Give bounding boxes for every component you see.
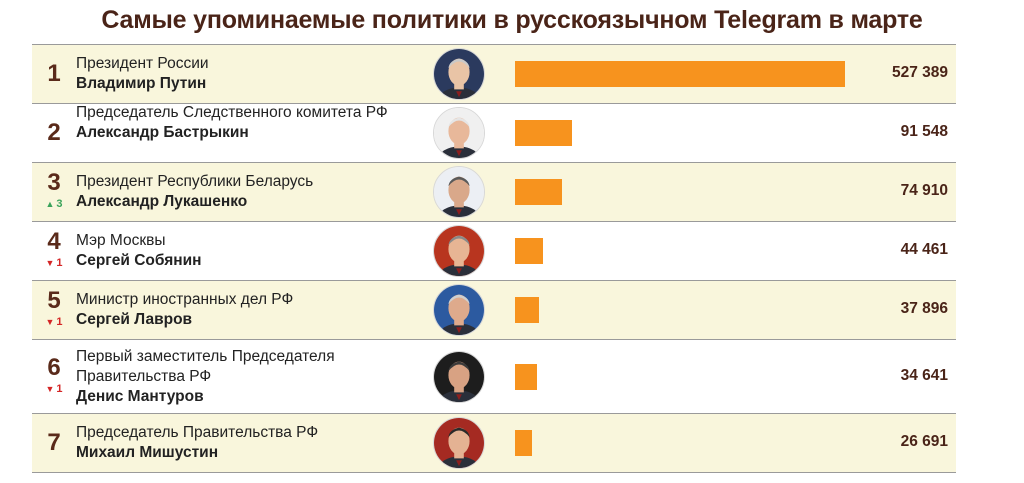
table-row: 1 Президент России Владимир Путин 527 389: [32, 45, 956, 104]
rank-cell: 5 ▼ 1: [32, 281, 76, 339]
rank-number: 6: [47, 353, 61, 381]
table-row: 4 ▼ 1 Мэр Москвы Сергей Собянин 44 461: [32, 222, 956, 281]
value-label: 34 641: [900, 366, 948, 384]
arrow-down-icon: ▼: [45, 383, 55, 394]
value-label: 44 461: [900, 241, 948, 258]
rank-number: 3: [47, 169, 61, 196]
value-bar: [515, 120, 572, 146]
rank-change-badge: ▼ 1: [32, 383, 76, 395]
politician-name: Александр Бастрыкин: [76, 124, 249, 141]
politician-role: Мэр Москвы: [76, 232, 166, 249]
portrait-photo: [433, 166, 485, 218]
rank-cell: 6 ▼ 1: [32, 340, 76, 413]
politician-name: Владимир Путин: [76, 75, 207, 92]
table-row: 2 Председатель Следственного комитета РФ …: [32, 104, 956, 163]
rank-number: 1: [47, 60, 61, 87]
politician-role: Президент Республики Беларусь: [76, 173, 314, 190]
value-bar: [515, 363, 537, 390]
rank-cell: 2: [32, 104, 76, 162]
politician-label: Председатель Следственного комитета РФ А…: [76, 103, 416, 143]
rank-change-badge: ▼ 1: [32, 257, 76, 269]
rank-change-value: 1: [56, 382, 63, 395]
portrait-photo: [433, 417, 485, 469]
value-label: 527 389: [891, 64, 948, 81]
portrait-photo: [433, 284, 485, 336]
rank-cell: 7: [32, 414, 76, 472]
politician-name: Сергей Собянин: [76, 252, 202, 269]
portrait-photo: [433, 350, 485, 403]
value-bar: [515, 297, 539, 323]
politician-role: Председатель Следственного комитета РФ: [76, 104, 388, 121]
politician-role: Президент России: [76, 55, 209, 72]
value-label: 91 548: [900, 123, 948, 140]
politician-name: Михаил Мишустин: [76, 444, 219, 461]
rank-number: 4: [47, 228, 61, 255]
rank-number: 7: [47, 429, 61, 456]
portrait-photo: [433, 107, 485, 159]
politician-role: Первый заместитель Председателя Правител…: [76, 347, 335, 385]
rank-change-value: 1: [56, 316, 63, 328]
politician-name: Сергей Лавров: [76, 311, 193, 328]
arrow-down-icon: ▼: [45, 317, 55, 327]
value-label: 74 910: [900, 182, 948, 199]
table-row: 3 ▲ 3 Президент Республики Беларусь Алексан…: [32, 163, 956, 222]
value-label: 37 896: [900, 300, 948, 317]
rank-number: 5: [47, 287, 61, 314]
chart-title: Самые упоминаемые политики в русскоязычн…: [101, 6, 923, 34]
value-bar: [515, 238, 543, 264]
politician-label: Президент России Владимир Путин: [76, 54, 416, 94]
politician-label: Мэр Москвы Сергей Собянин: [76, 231, 416, 271]
politician-label: Министр иностранных дел РФ Сергей Лавров: [76, 290, 416, 330]
rank-cell: 4 ▼ 1: [32, 222, 76, 280]
table-row: 7 Председатель Правительства РФ Михаил Ми…: [32, 414, 956, 473]
portrait-photo: [433, 48, 485, 100]
table-row: 5 ▼ 1 Министр иностранных дел РФ Сергей Лав…: [32, 281, 956, 340]
rank-change-value: 1: [56, 257, 63, 269]
arrow-up-icon: ▲: [45, 199, 55, 209]
rank-cell: 1: [32, 45, 76, 103]
rank-change-badge: ▲ 3: [32, 198, 76, 210]
politician-role: Председатель Правительства РФ: [76, 424, 319, 441]
politician-name: Денис Мантуров: [76, 387, 204, 405]
rank-cell: 3 ▲ 3: [32, 163, 76, 221]
politician-label: Председатель Правительства РФ Михаил Миш…: [76, 423, 416, 463]
ranking-table: 1 Президент России Владимир Путин 527 389 2…: [32, 44, 956, 473]
rank-change-badge: ▼ 1: [32, 316, 76, 328]
value-bar: [515, 430, 532, 456]
value-bar: [515, 61, 845, 87]
politician-label: Президент Республики Беларусь Александр …: [76, 172, 416, 212]
portrait-photo: [433, 225, 485, 277]
politician-name: Александр Лукашенко: [76, 193, 248, 210]
rank-change-value: 3: [56, 198, 63, 210]
politician-role: Министр иностранных дел РФ: [76, 291, 294, 308]
value-label: 26 691: [900, 433, 948, 450]
rank-number: 2: [47, 119, 61, 146]
politician-label: Первый заместитель Председателя Правител…: [76, 347, 416, 407]
value-bar: [515, 179, 562, 205]
arrow-down-icon: ▼: [45, 258, 55, 268]
table-row: 6 ▼ 1 Первый заместитель Председателя Прави…: [32, 340, 956, 414]
